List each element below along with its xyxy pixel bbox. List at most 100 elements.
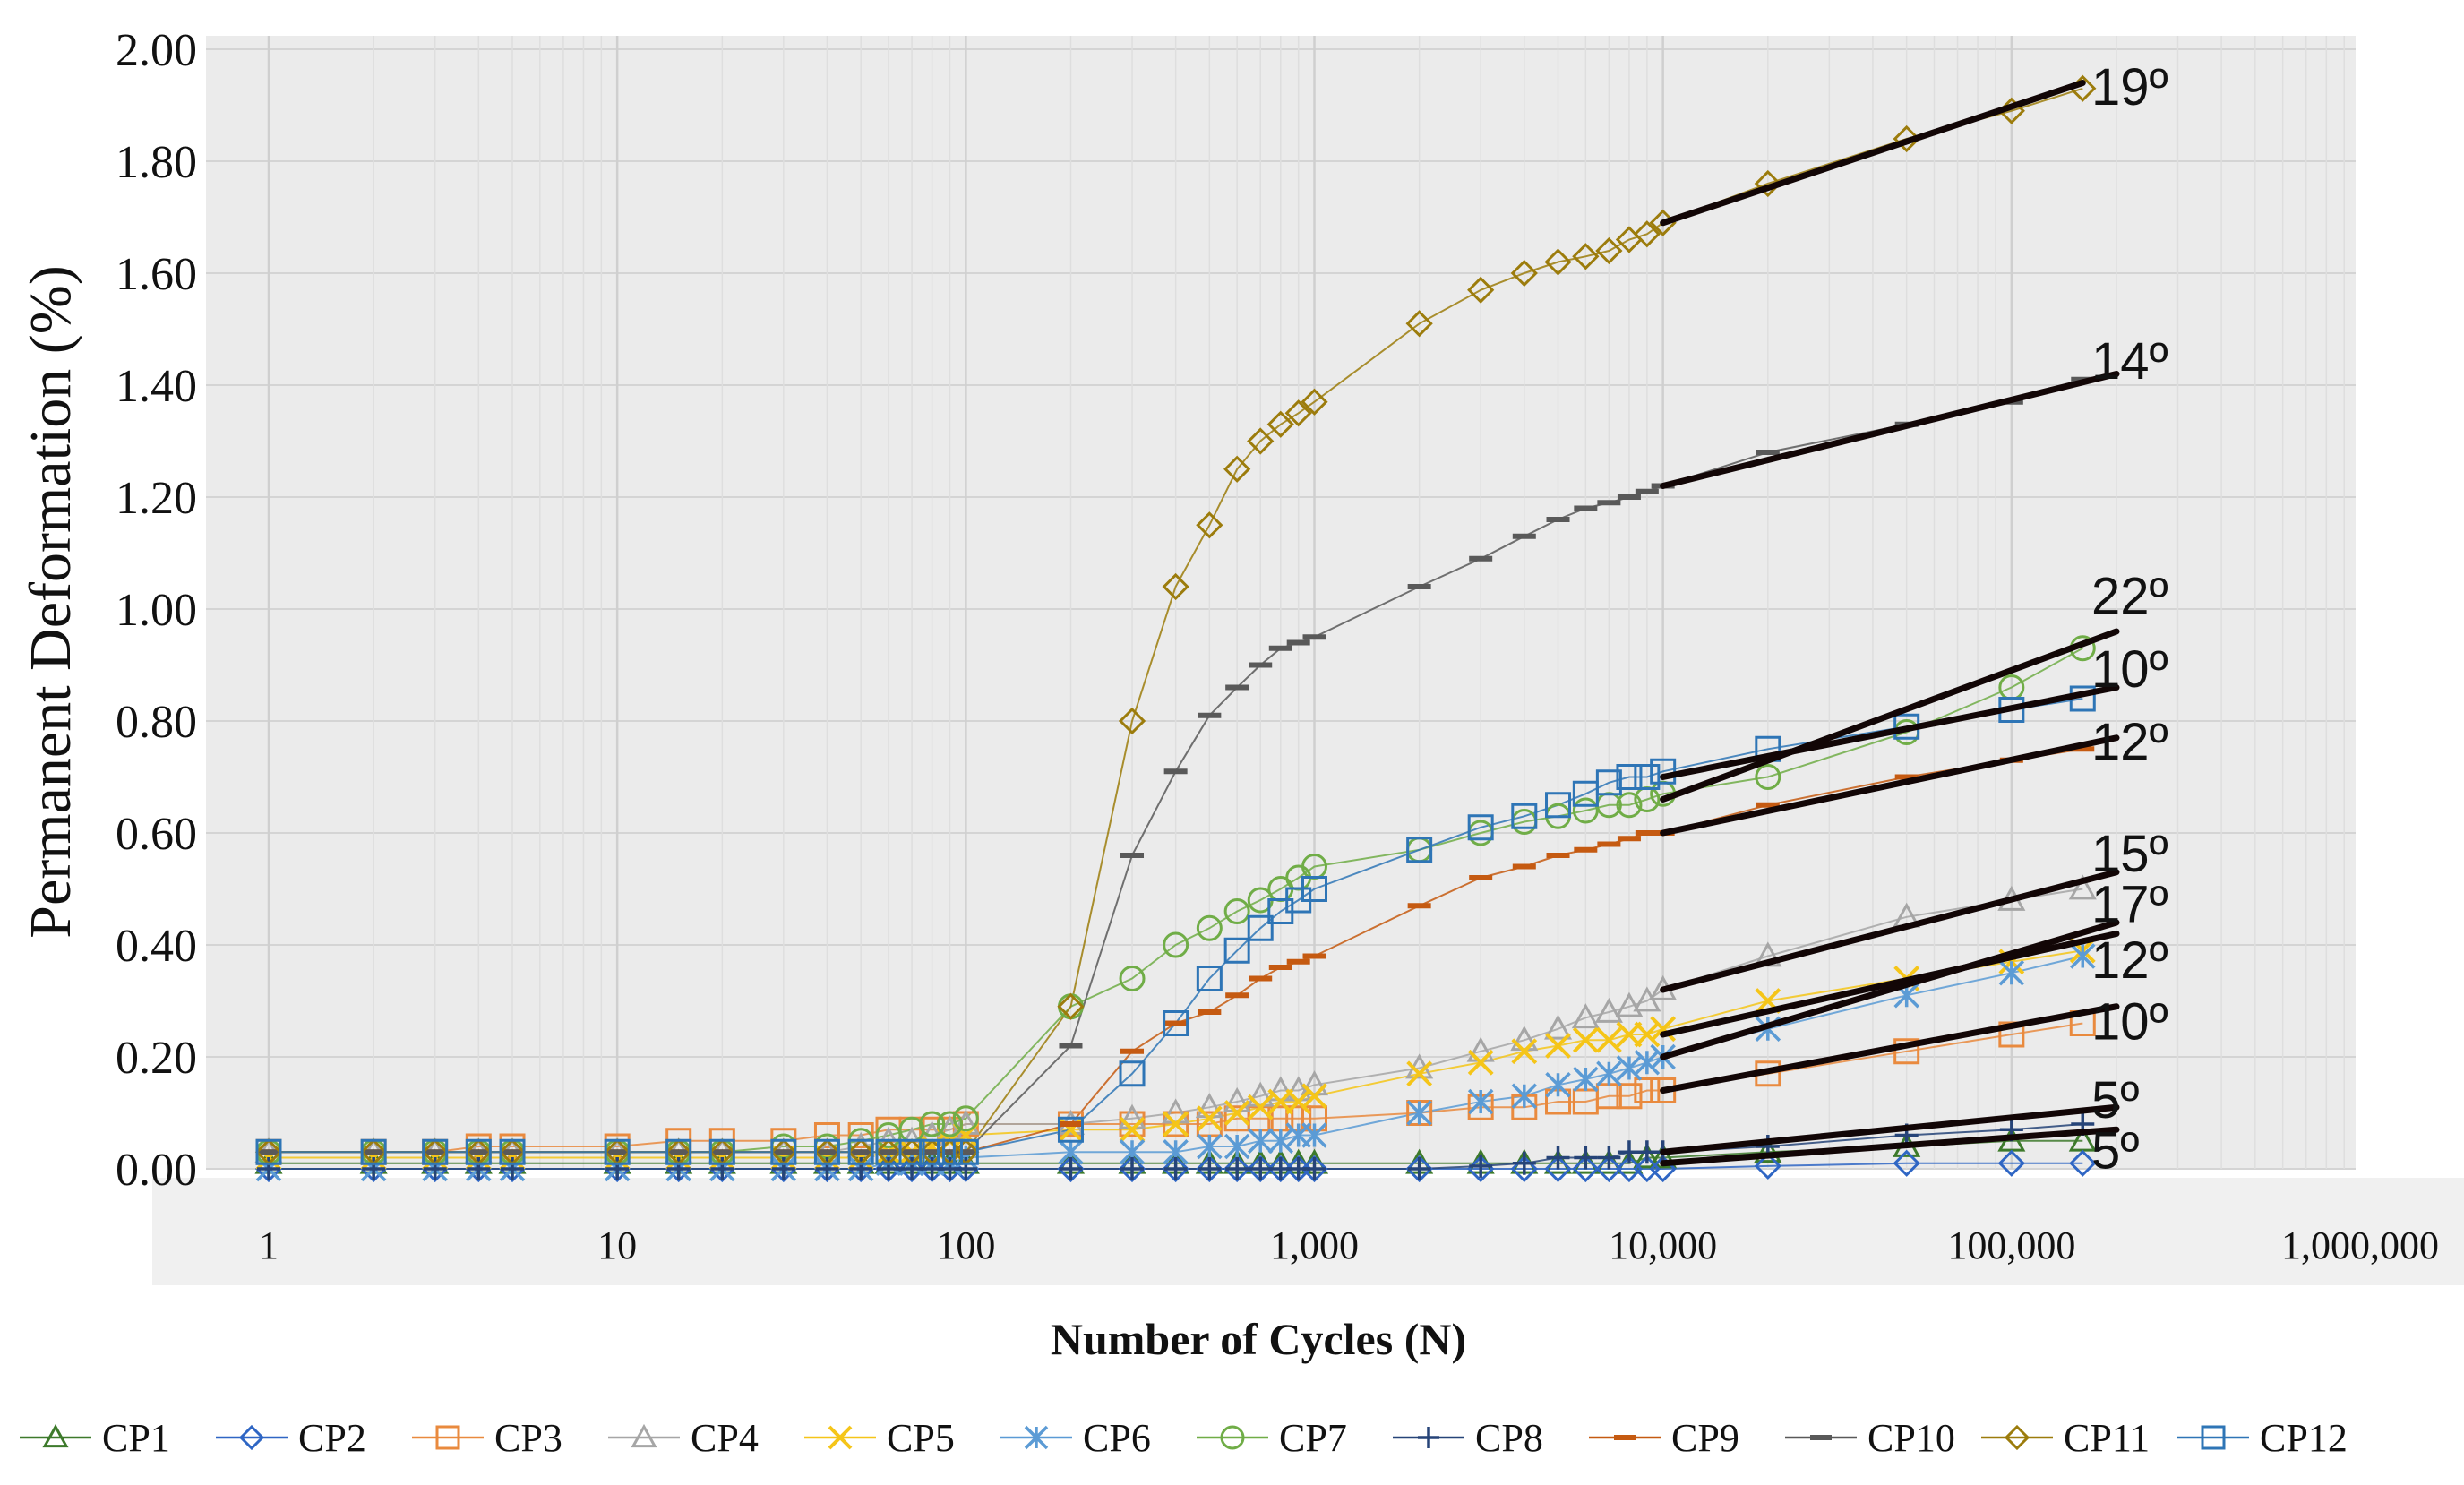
data-point-cp8: [423, 1157, 447, 1180]
data-point-cp2: [1510, 1155, 1538, 1183]
x-tick-label: 100,000: [1947, 1223, 2075, 1267]
data-point-cp12: [708, 1138, 735, 1165]
data-point-cp11: [1118, 707, 1146, 735]
data-point-cp2: [1544, 1155, 1572, 1183]
y-tick-label: 0.20: [116, 1033, 197, 1084]
data-point-cp11: [1467, 276, 1495, 304]
data-point-cp12: [937, 1138, 964, 1165]
data-point-cp3: [1893, 1038, 1920, 1065]
data-point-cp8: [900, 1157, 924, 1180]
data-point-cp6: [1634, 1050, 1661, 1076]
data-point-cp8: [1059, 1157, 1083, 1180]
legend-label-cp7: CP7: [1279, 1416, 1347, 1460]
angle-annotation: 5º: [2091, 1071, 2139, 1129]
data-point-cp12: [1247, 914, 1274, 941]
legend-label-cp11: CP11: [2064, 1416, 2150, 1460]
data-point-cp4: [1615, 991, 1644, 1017]
data-point-cp8: [1574, 1146, 1598, 1170]
data-point-cp7: [1755, 764, 1781, 790]
data-markers: [254, 74, 2097, 1183]
y-tick-label: 0.40: [116, 921, 197, 972]
data-point-cp5: [1650, 1016, 1677, 1043]
x-tick-label: 1,000,000: [2281, 1223, 2439, 1267]
data-point-cp1: [1649, 1143, 1678, 1169]
data-point-cp11: [1405, 310, 1433, 338]
data-point-cp6: [1511, 1083, 1538, 1109]
legend-label-cp8: CP8: [1475, 1416, 1543, 1460]
data-point-cp12: [952, 1138, 979, 1165]
legend-label-cp2: CP2: [298, 1416, 366, 1460]
legend-label-cp12: CP12: [2260, 1416, 2348, 1460]
data-point-cp8: [1407, 1157, 1431, 1180]
data-point-cp12: [1595, 769, 1622, 796]
data-point-cp12: [604, 1138, 631, 1165]
legend: CP1 CP2 CP3 CP4 CP5 CP6 CP7 CP8 CP9 CP10 CP11 CP12: [20, 1416, 2348, 1460]
data-point-cp5: [1119, 1116, 1146, 1143]
data-point-cp4: [1571, 1003, 1600, 1029]
data-point-cp5: [1545, 1033, 1571, 1059]
x-axis-label: Number of Cycles (N): [1051, 1314, 1466, 1364]
data-point-cp12: [665, 1138, 692, 1165]
data-point-cp12: [847, 1138, 874, 1165]
data-point-cp8: [1163, 1157, 1188, 1180]
data-point-cp5: [1467, 1049, 1494, 1076]
data-point-cp12: [422, 1138, 449, 1165]
trend-line: [1660, 869, 2120, 993]
y-tick-label: 0.00: [116, 1145, 197, 1196]
data-point-cp11: [1301, 388, 1328, 416]
data-point-cp8: [1302, 1157, 1326, 1180]
data-point-cp5: [1511, 1038, 1538, 1065]
y-tick-label: 0.60: [116, 809, 197, 860]
data-point-cp8: [1120, 1157, 1145, 1180]
y-tick-label: 2.00: [116, 25, 197, 76]
data-point-cp12: [465, 1138, 492, 1165]
data-point-cp7: [1223, 898, 1250, 924]
data-point-cp3: [813, 1122, 840, 1148]
data-point-cp8: [876, 1157, 900, 1180]
data-point-cp12: [1057, 1116, 1084, 1143]
data-point-cp12: [919, 1138, 946, 1165]
data-point-cp8: [1198, 1157, 1222, 1180]
data-point-cp8: [362, 1157, 386, 1180]
data-point-cp12: [1650, 758, 1677, 785]
data-point-cp6: [1616, 1055, 1643, 1081]
angle-annotation: 10º: [2091, 640, 2168, 699]
trend-line: [1660, 734, 2120, 837]
trend-line: [1660, 1103, 2120, 1155]
y-tick-label: 0.80: [116, 697, 197, 748]
data-point-cp3: [1616, 1083, 1643, 1110]
data-point-cp2: [1997, 1149, 2025, 1177]
y-axis-ticks: 0.00 0.20 0.40 0.60 0.80 1.00 1.20 1.40 1.60 1.80…: [116, 25, 197, 1196]
trend-line: [1660, 919, 2120, 1060]
data-point-cp7: [1163, 931, 1189, 958]
data-point-cp12: [499, 1138, 526, 1165]
data-point-cp1: [1754, 1137, 1782, 1163]
data-point-cp11: [1223, 455, 1251, 483]
x-tick-label: 10,000: [1609, 1223, 1717, 1267]
data-point-cp6: [1197, 1133, 1223, 1160]
data-point-cp11: [1572, 243, 1600, 270]
data-point-cp12: [1301, 876, 1327, 902]
legend-marker-cp7: [1220, 1425, 1245, 1450]
data-point-cp12: [1163, 1010, 1189, 1036]
data-point-cp11: [1893, 124, 1920, 153]
angle-annotation: 12º: [2091, 713, 2168, 771]
data-point-cp8: [1225, 1157, 1249, 1180]
y-axis-label: Permanent Deformation (%): [18, 265, 83, 938]
y-tick-label: 1.60: [116, 249, 197, 300]
data-point-cp5: [1634, 1021, 1661, 1048]
data-point-cp6: [1467, 1088, 1494, 1115]
data-point-cp6: [2070, 943, 2096, 969]
legend-label-cp9: CP9: [1671, 1416, 1739, 1460]
angle-annotation: 10º: [2091, 993, 2168, 1052]
data-point-cp11: [1595, 236, 1623, 265]
data-point-cp11: [1284, 399, 1312, 427]
data-point-cp8: [1249, 1157, 1273, 1180]
trend-line: [1660, 1126, 2120, 1167]
data-point-cp5: [1247, 1094, 1274, 1120]
data-point-cp3: [1163, 1111, 1189, 1137]
data-point-cp8: [771, 1157, 795, 1180]
data-point-cp4: [1594, 997, 1623, 1023]
